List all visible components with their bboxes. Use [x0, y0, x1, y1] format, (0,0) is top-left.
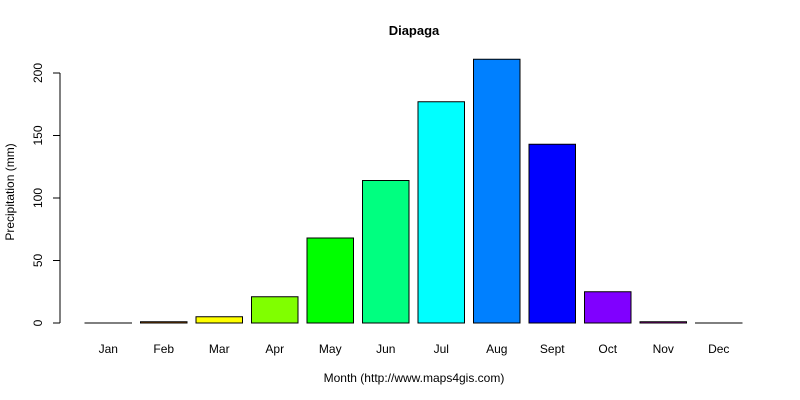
- x-tick-label: Dec: [708, 342, 729, 356]
- x-tick-label: Sept: [540, 342, 565, 356]
- bar-mar: [195, 316, 243, 324]
- x-tick-label: Nov: [653, 342, 674, 356]
- bar-jul: [417, 101, 465, 324]
- x-tick-label: Jun: [376, 342, 395, 356]
- bar-feb: [140, 321, 188, 324]
- x-tick-label: Aug: [486, 342, 507, 356]
- y-tick-label: 0: [31, 319, 45, 326]
- x-tick-labels: Jan Feb Mar Apr May Jun Jul Aug Sept Oct Nov Dec: [99, 342, 730, 356]
- bar-may: [306, 237, 354, 324]
- y-axis: 0 50 100 150 200: [31, 63, 61, 326]
- x-tick-label: Jan: [99, 342, 118, 356]
- x-tick-label: May: [319, 342, 342, 356]
- x-tick-label: Oct: [598, 342, 617, 356]
- bar-oct: [584, 291, 632, 324]
- y-tick-label: 200: [31, 63, 45, 83]
- bar-jun: [362, 180, 410, 324]
- y-axis-label: Precipitation (mm): [3, 143, 17, 240]
- bar-apr: [251, 296, 299, 324]
- y-tick-label: 50: [31, 254, 45, 268]
- bar-nov: [639, 321, 687, 324]
- bars-group: [84, 58, 743, 324]
- x-tick-label: Jul: [434, 342, 449, 356]
- x-axis-label: Month (http://www.maps4gis.com): [324, 371, 505, 385]
- bar-sept: [528, 143, 576, 324]
- x-tick-label: Apr: [265, 342, 284, 356]
- x-tick-label: Mar: [209, 342, 230, 356]
- chart-title: Diapaga: [389, 23, 440, 38]
- y-tick-label: 100: [31, 188, 45, 208]
- y-tick-label: 150: [31, 125, 45, 145]
- x-tick-label: Feb: [153, 342, 174, 356]
- bar-aug: [473, 58, 521, 324]
